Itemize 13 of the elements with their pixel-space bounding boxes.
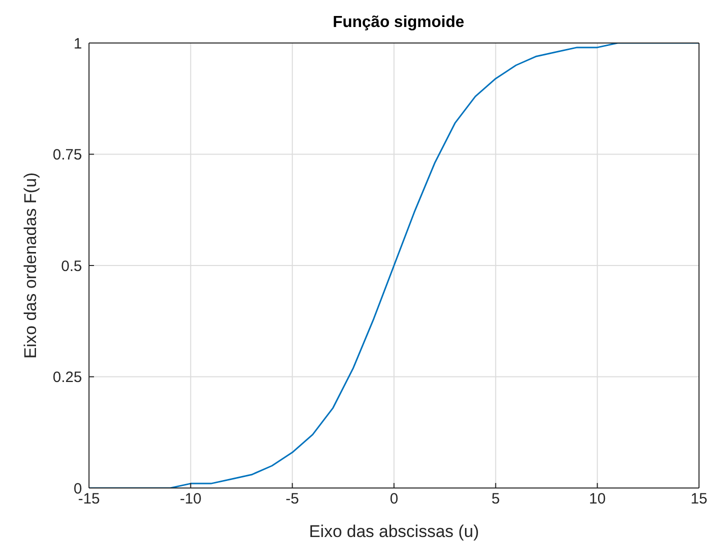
y-tick-label: 0.75 [52, 146, 82, 164]
y-tick-label: 0.25 [52, 369, 82, 386]
x-tick-label: 15 [690, 490, 708, 508]
chart-title: Função sigmoide [332, 14, 466, 32]
y-tick-label: 1 [74, 35, 82, 52]
x-tick-label: 10 [588, 490, 606, 508]
x-tick-label: -10 [180, 490, 202, 508]
x-tick-label: 0 [390, 490, 398, 508]
x-tick-label: -5 [286, 490, 300, 508]
x-tick-label: 5 [491, 490, 500, 508]
x-axis-title: Eixo das abscissas (u) [308, 522, 480, 541]
y-axis-title: Eixo das ordenadas F(u) [21, 172, 40, 359]
y-tick-label: 0.5 [61, 258, 82, 275]
